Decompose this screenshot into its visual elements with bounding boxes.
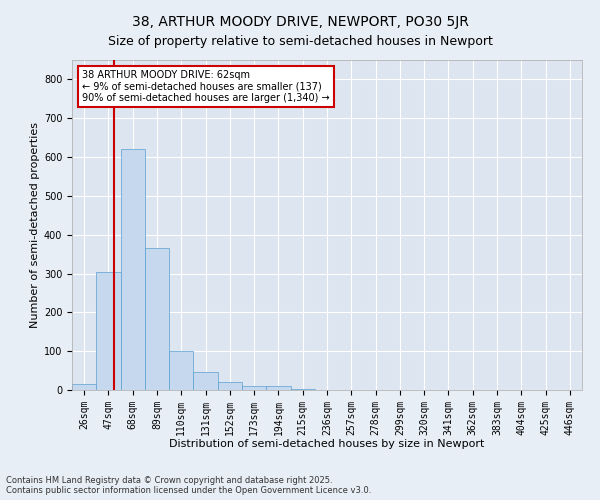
Text: 38, ARTHUR MOODY DRIVE, NEWPORT, PO30 5JR: 38, ARTHUR MOODY DRIVE, NEWPORT, PO30 5J… xyxy=(131,15,469,29)
Y-axis label: Number of semi-detached properties: Number of semi-detached properties xyxy=(29,122,40,328)
Bar xyxy=(145,248,169,390)
Bar xyxy=(193,372,218,390)
X-axis label: Distribution of semi-detached houses by size in Newport: Distribution of semi-detached houses by … xyxy=(169,439,485,449)
Bar xyxy=(169,351,193,390)
Bar xyxy=(218,382,242,390)
Bar xyxy=(242,386,266,390)
Bar xyxy=(266,386,290,390)
Text: 38 ARTHUR MOODY DRIVE: 62sqm
← 9% of semi-detached houses are smaller (137)
90% : 38 ARTHUR MOODY DRIVE: 62sqm ← 9% of sem… xyxy=(82,70,330,103)
Bar xyxy=(72,384,96,390)
Text: Size of property relative to semi-detached houses in Newport: Size of property relative to semi-detach… xyxy=(107,35,493,48)
Bar xyxy=(121,150,145,390)
Text: Contains HM Land Registry data © Crown copyright and database right 2025.
Contai: Contains HM Land Registry data © Crown c… xyxy=(6,476,371,495)
Bar xyxy=(96,272,121,390)
Bar xyxy=(290,389,315,390)
